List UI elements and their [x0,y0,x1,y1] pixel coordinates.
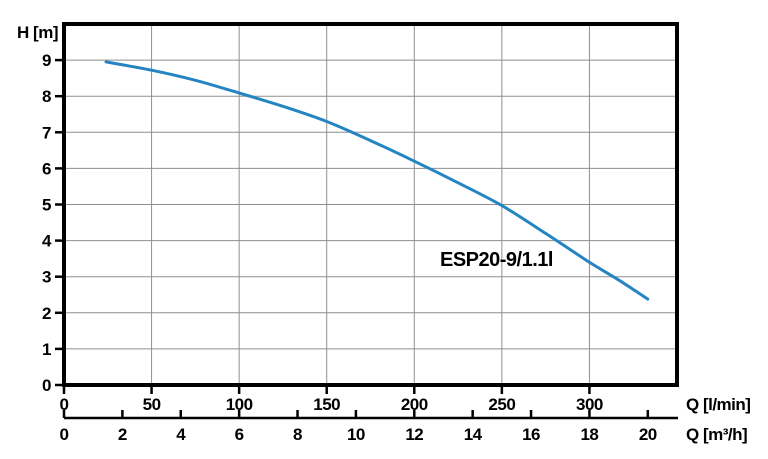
x-secondary-tick-label: 16 [522,425,540,444]
grid-lines [64,24,677,385]
x-secondary-tick-label: 10 [347,425,365,444]
axis-ticks [55,58,678,420]
x-secondary-tick-label: 14 [464,425,483,444]
curve-model-label: ESP20-9/1.1l [440,249,553,271]
x-secondary-tick-label: 4 [176,425,186,444]
x-secondary-tick-label: 8 [293,425,302,444]
plot-border [62,22,679,387]
y-tick-label: 3 [42,268,51,287]
x-primary-tick-label: 300 [576,395,603,414]
x-axis-primary-label: Q [l/min] [686,395,750,414]
curve-series [104,60,650,301]
y-tick-label: 5 [42,196,51,215]
x-primary-tick-label: 0 [60,395,69,414]
x-axis-secondary-label: Q [m³/h] [686,425,747,444]
x-secondary-tick-label: 2 [118,425,127,444]
x-primary-tick-label: 250 [488,395,515,414]
pump-curve [104,60,650,301]
y-tick-label: 4 [42,232,52,251]
plot-frame [62,22,679,387]
x-secondary-tick-label: 0 [60,425,69,444]
x-primary-tick-label: 50 [143,395,161,414]
x-primary-tick-label: 200 [401,395,428,414]
y-tick-label: 0 [42,376,51,395]
y-axis-label: H [m] [17,23,58,42]
x-primary-tick-label: 100 [226,395,253,414]
y-tick-label: 1 [42,340,51,359]
x-primary-tick-label: 150 [313,395,340,414]
y-tick-label: 2 [42,304,51,323]
x-secondary-tick-label: 12 [405,425,423,444]
x-secondary-tick-label: 6 [235,425,244,444]
y-tick-label: 9 [42,51,51,70]
y-tick-label: 8 [42,87,51,106]
x-secondary-tick-label: 18 [580,425,598,444]
x-secondary-tick-label: 20 [639,425,657,444]
y-tick-label: 6 [42,159,51,178]
y-tick-label: 7 [42,123,51,142]
